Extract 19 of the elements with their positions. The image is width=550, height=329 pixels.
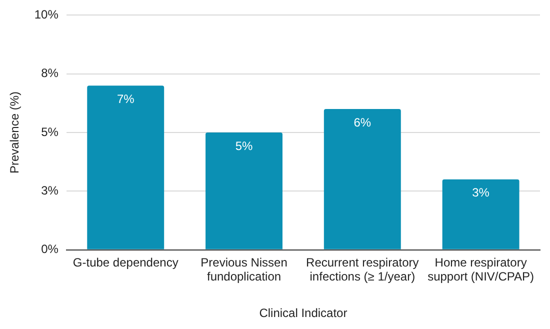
y-axis-title: Prevalence (%) [8,91,22,174]
bar [206,132,282,250]
data-label: 7% [116,92,135,106]
x-tick-label: G-tube dependency [72,255,178,270]
x-tick-label: Home respiratory support (NIV/CPAP) [428,255,534,284]
data-label: 3% [472,186,490,200]
y-tick-label: 5% [41,124,59,139]
bar [324,109,401,250]
y-tick-label: 3% [41,183,59,198]
y-tick-label: 10% [34,8,59,22]
bar [87,86,164,250]
x-tick-label: Previous Nissen fundoplication [200,255,288,284]
data-label: 6% [354,115,372,130]
y-tick-label: 8% [41,66,59,80]
x-tick-label: Recurrent respiratory infections (≥ 1/year) [306,255,419,284]
data-label: 5% [235,138,254,153]
bar [442,179,520,250]
y-tick-label: 0% [41,242,59,256]
x-axis-title: Clinical Indicator [259,306,348,320]
